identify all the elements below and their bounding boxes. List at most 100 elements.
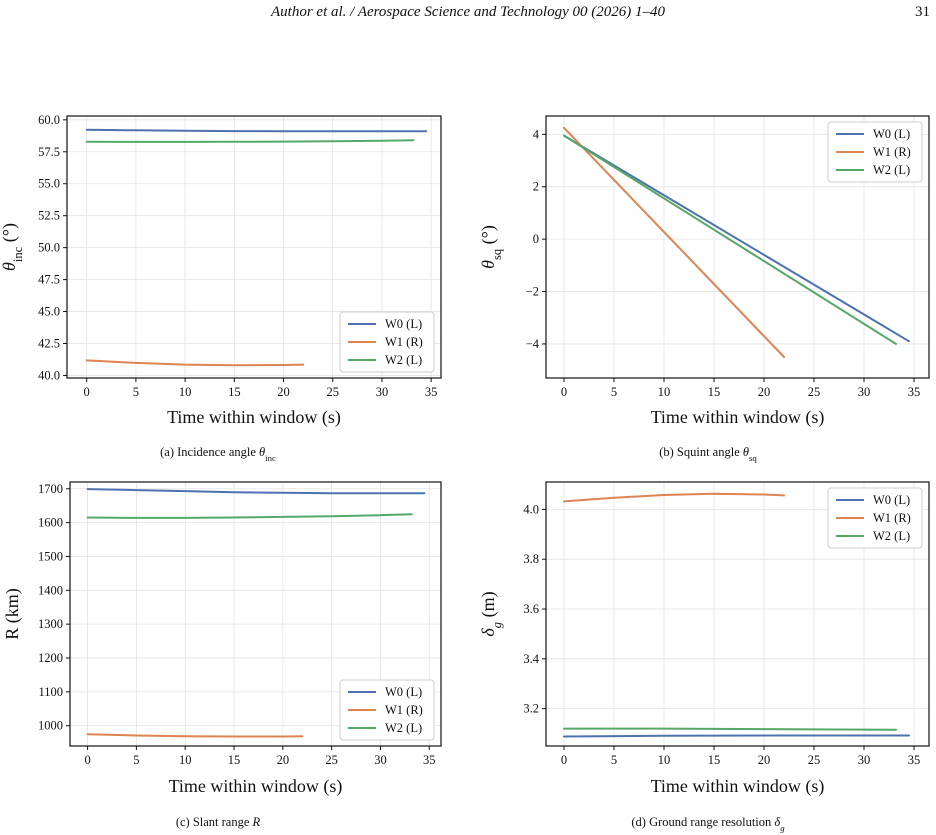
series-line-w0 <box>563 134 910 343</box>
x-tick-label: 5 <box>133 385 139 399</box>
series-line-w2 <box>85 139 415 143</box>
chart-panel-d: 0 5 10 15 20 25 30 35 3.2 3.4 3.6 3.8 4.0 Time within… <box>478 481 930 833</box>
y-tick-label: 1600 <box>38 516 63 530</box>
x-tick-label: 5 <box>133 753 139 767</box>
y-tick-label: 50.0 <box>38 241 60 255</box>
plot-frame <box>66 115 442 379</box>
plot-frame <box>545 115 930 379</box>
x-tick-label: 20 <box>758 385 771 399</box>
legend-label-w0: W0 (L) <box>873 127 910 141</box>
legend-box <box>339 679 435 741</box>
legend-label-w2: W2 (L) <box>873 163 910 177</box>
plot-frame <box>69 481 442 747</box>
x-tick-label: 5 <box>611 753 617 767</box>
chart-panel-a: 0 5 10 15 20 25 30 35 40.0 42.5 45.0 47.5 50.0 52.5 55… <box>0 113 442 463</box>
y-tick-label: −4 <box>526 337 540 351</box>
chart-panel-b: 0 5 10 15 20 25 30 35 −4 −2 0 2 4 Time within window … <box>478 115 930 463</box>
x-tick-label: 30 <box>376 385 389 399</box>
x-tick-label: 20 <box>277 385 290 399</box>
legend-label-w0: W0 (L) <box>385 317 422 331</box>
page-number: 31 <box>915 4 930 20</box>
x-tick-label: 15 <box>708 385 721 399</box>
legend: W0 (L) W1 (R) W2 (L) <box>339 311 435 373</box>
x-tick-label: 0 <box>84 753 90 767</box>
y-tick-label: 1400 <box>38 583 63 597</box>
y-tick-label: 4 <box>533 127 540 141</box>
x-tick-label: 15 <box>708 753 721 767</box>
y-axis-label: δg (m) <box>478 591 504 636</box>
y-axis-label: R (km) <box>2 588 23 640</box>
legend-label-w0: W0 (L) <box>873 493 910 507</box>
y-tick-label: 1500 <box>38 549 63 563</box>
legend-label-w0: W0 (L) <box>385 685 422 699</box>
x-tick-label: 35 <box>908 385 921 399</box>
legend-label-w1: W1 (R) <box>873 145 911 159</box>
y-tick-label: 1100 <box>38 685 63 699</box>
x-axis-label: Time within window (s) <box>169 776 343 797</box>
x-tick-label: 30 <box>858 385 871 399</box>
x-tick-label: 10 <box>658 753 671 767</box>
legend-label-w1: W1 (R) <box>385 703 423 717</box>
legend-box <box>827 487 923 549</box>
x-tick-label: 25 <box>808 385 821 399</box>
y-tick-label: 55.0 <box>38 177 60 191</box>
series-line-w1 <box>563 492 785 503</box>
legend-box <box>827 121 923 183</box>
y-tick-label: 40.0 <box>38 368 60 382</box>
figure-caption: (a) Incidence angle θinc <box>160 445 276 463</box>
x-tick-label: 30 <box>374 753 387 767</box>
y-tick-label: 1200 <box>38 651 63 665</box>
x-tick-label: 0 <box>561 385 567 399</box>
legend-label-w2: W2 (L) <box>385 353 422 367</box>
x-tick-label: 25 <box>325 753 338 767</box>
chart-panel-c: 0 5 10 15 20 25 30 35 1000 1100 1200 1300 1400 1500 16… <box>2 481 442 829</box>
legend-label-w1: W1 (R) <box>385 335 423 349</box>
x-tick-label: 15 <box>228 385 241 399</box>
series-line-w1 <box>563 126 785 358</box>
y-tick-label: 47.5 <box>38 273 60 287</box>
series-line-w0 <box>563 734 910 738</box>
figure-caption: (b) Squint angle θsq <box>659 445 757 463</box>
y-axis-label: θinc (°) <box>0 223 25 271</box>
x-tick-label: 35 <box>423 753 436 767</box>
series-line-w1 <box>86 733 304 738</box>
x-axis-label: Time within window (s) <box>167 407 341 428</box>
legend: W0 (L) W1 (R) W2 (L) <box>827 487 923 549</box>
y-tick-label: 45.0 <box>38 305 60 319</box>
x-tick-label: 10 <box>658 385 671 399</box>
y-tick-label: 1300 <box>38 617 63 631</box>
x-tick-label: 15 <box>228 753 241 767</box>
series-line-w0 <box>85 128 428 133</box>
y-tick-label: 3.8 <box>523 552 539 566</box>
legend: W0 (L) W1 (R) W2 (L) <box>339 679 435 741</box>
y-tick-label: 42.5 <box>38 336 60 350</box>
x-tick-label: 5 <box>611 385 617 399</box>
y-axis-label: θsq (°) <box>478 225 504 269</box>
x-axis-label: Time within window (s) <box>651 407 825 428</box>
y-tick-label: 3.4 <box>523 652 539 666</box>
y-tick-label: 3.2 <box>523 702 539 716</box>
series-line-w2 <box>563 134 897 345</box>
series-line-w0 <box>86 488 426 495</box>
x-tick-label: 20 <box>277 753 290 767</box>
legend: W0 (L) W1 (R) W2 (L) <box>827 121 923 183</box>
y-tick-label: 52.5 <box>38 209 60 223</box>
x-tick-label: 10 <box>179 753 192 767</box>
y-tick-label: −2 <box>526 285 539 299</box>
x-axis-label: Time within window (s) <box>651 776 825 797</box>
x-tick-label: 25 <box>326 385 339 399</box>
x-tick-label: 20 <box>758 753 771 767</box>
y-tick-label: 4.0 <box>523 502 539 516</box>
series-line-w1 <box>85 359 305 367</box>
y-tick-label: 3.6 <box>523 602 539 616</box>
figure-caption: (c) Slant range R <box>176 815 261 829</box>
legend-box <box>339 311 435 373</box>
y-tick-label: 60.0 <box>38 113 60 127</box>
x-tick-label: 30 <box>858 753 871 767</box>
x-tick-label: 25 <box>808 753 821 767</box>
y-tick-label: 2 <box>533 180 539 194</box>
x-tick-label: 35 <box>425 385 438 399</box>
y-tick-label: 1000 <box>38 719 63 733</box>
y-tick-label: 0 <box>533 232 539 246</box>
y-tick-label: 57.5 <box>38 145 60 159</box>
